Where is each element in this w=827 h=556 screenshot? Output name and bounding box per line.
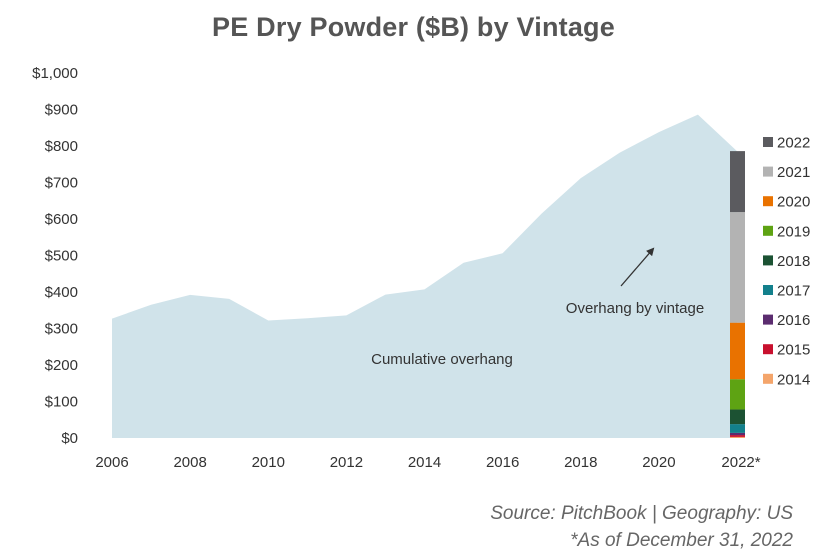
bar-segment-2020 [730,322,745,380]
y-tick-label: $900 [45,102,78,119]
legend-label: 2020 [777,194,810,211]
legend-label: 2015 [777,342,810,359]
cumulative-overhang-area [112,114,737,438]
x-tick-label: 2006 [95,454,128,471]
bar-segment-2014 [730,436,745,438]
as-of-line: *As of December 31, 2022 [570,530,793,551]
vintage-stacked-bar [730,151,745,438]
legend-swatch-2015 [763,344,773,355]
legend-label: 2019 [777,223,810,240]
y-axis-ticks: $0 $100 $200 $300 $400 $500 $600 $700 $800 $900 $1… [32,65,78,447]
legend-swatch-2022 [763,137,773,147]
legend-swatch-2019 [763,225,773,236]
legend-swatch-2017 [763,285,773,295]
legend-label: 2022 [777,135,810,152]
x-axis-ticks: 2006 2008 2010 2012 2014 2016 2018 2020 2022* [95,454,760,471]
bar-segment-2019 [730,379,745,410]
cumulative-overhang-label: Cumulative overhang [371,351,513,368]
chart-title: PE Dry Powder ($B) by Vintage [212,12,615,42]
x-tick-label: 2014 [408,454,441,471]
legend-swatch-2020 [763,196,773,207]
y-tick-label: $500 [45,248,78,265]
y-tick-label: $200 [45,357,78,374]
x-tick-label: 2018 [564,454,597,471]
bar-segment-2016 [730,432,745,436]
x-tick-label: 2008 [173,454,206,471]
source-line: Source: PitchBook | Geography: US [490,503,793,524]
x-tick-label: 2020 [642,454,675,471]
x-tick-label: 2022* [721,454,760,471]
x-tick-label: 2016 [486,454,519,471]
bar-segment-2017 [730,424,745,433]
legend-swatch-2021 [763,166,773,177]
y-tick-label: $300 [45,321,78,338]
x-tick-label: 2012 [330,454,363,471]
legend-label: 2021 [777,164,810,181]
y-tick-label: $600 [45,211,78,228]
legend-swatch-2016 [763,314,773,325]
y-tick-label: $800 [45,138,78,155]
vintage-arrow [620,247,655,287]
y-tick-label: $700 [45,175,78,192]
x-tick-label: 2010 [252,454,285,471]
y-tick-label: $400 [45,284,78,301]
overhang-by-vintage-label: Overhang by vintage [566,300,704,317]
legend-label: 2016 [777,312,810,329]
y-tick-label: $100 [45,394,78,411]
bar-segment-2015 [730,435,745,437]
y-tick-label: $1,000 [32,65,78,82]
legend-swatch-2014 [763,373,773,384]
y-tick-label: $0 [61,430,78,447]
bar-segment-2021 [730,212,745,323]
legend-label: 2014 [777,371,810,388]
bar-segment-2018 [730,409,745,425]
legend: 2022 2021 2020 2019 2018 2017 2016 2015 2014 [763,135,810,388]
legend-label: 2017 [777,283,810,300]
source-note: Source: PitchBook | Geography: US *As of… [490,500,793,554]
bar-segment-2022 [730,151,745,213]
legend-swatch-2018 [763,255,773,266]
legend-label: 2018 [777,253,810,270]
